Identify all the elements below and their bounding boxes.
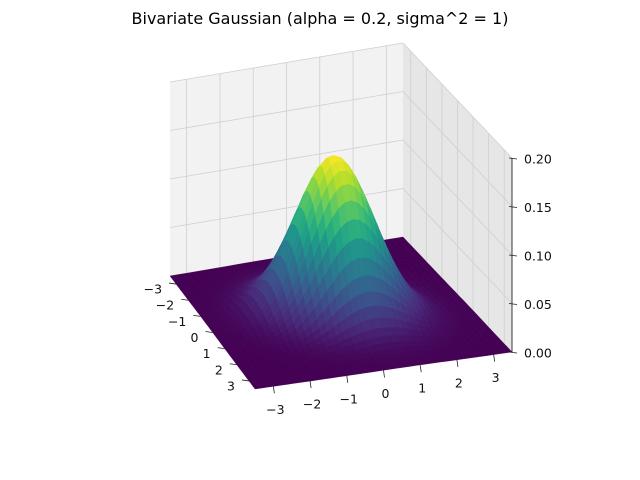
grid-line-z-back bbox=[169, 42, 404, 83]
surface-mesh bbox=[169, 155, 513, 390]
z-tick-mark bbox=[508, 206, 518, 208]
x-tick-label: 2 bbox=[455, 375, 463, 390]
grid-line-z-side bbox=[402, 139, 513, 256]
x-tick-label: 1 bbox=[418, 381, 426, 396]
x-tick-mark bbox=[419, 365, 422, 373]
z-tick-label: 0.20 bbox=[524, 152, 552, 167]
z-tick-mark bbox=[508, 303, 518, 305]
z-tick-label: 0.10 bbox=[524, 249, 552, 264]
y-tick-label: 1 bbox=[203, 346, 211, 361]
z-tick-mark bbox=[508, 254, 518, 257]
y-tick-mark bbox=[193, 314, 201, 317]
x-tick-mark bbox=[346, 375, 349, 383]
grid-line-z-side bbox=[402, 91, 513, 207]
x-tick-mark bbox=[456, 359, 459, 367]
z-tick-label: 0.15 bbox=[524, 200, 552, 215]
x-tick-mark bbox=[493, 354, 496, 362]
z-tick-label: 0.00 bbox=[524, 346, 552, 361]
y-tick-mark bbox=[181, 298, 189, 301]
y-tick-label: 2 bbox=[215, 362, 223, 377]
x-tick-label: 0 bbox=[382, 386, 390, 401]
y-tick-mark bbox=[229, 363, 237, 366]
y-tick-label: −3 bbox=[144, 282, 162, 297]
y-tick-label: 3 bbox=[227, 378, 235, 393]
z-tick-mark bbox=[508, 157, 518, 160]
y-tick-mark bbox=[217, 347, 225, 350]
grid-line-z-side bbox=[402, 188, 513, 304]
x-tick-label: −2 bbox=[303, 397, 321, 412]
x-tick-label: 3 bbox=[492, 370, 500, 385]
x-tick-label: −3 bbox=[266, 402, 284, 417]
y-tick-mark bbox=[169, 282, 177, 285]
x-tick-mark bbox=[383, 370, 385, 378]
x-tick-mark bbox=[272, 386, 275, 394]
z-tick-mark bbox=[508, 351, 518, 354]
grid-line-z-back bbox=[169, 91, 404, 131]
chart-title: Bivariate Gaussian (alpha = 0.2, sigma^2… bbox=[132, 9, 509, 28]
y-tick-label: −2 bbox=[156, 298, 174, 313]
y-tick-label: 0 bbox=[191, 330, 199, 345]
x-tick-mark bbox=[309, 381, 312, 389]
y-tick-mark bbox=[205, 331, 213, 333]
z-tick-label: 0.05 bbox=[524, 297, 552, 312]
x-tick-label: −1 bbox=[340, 391, 358, 406]
grid-line-z-back bbox=[169, 139, 404, 180]
y-tick-label: −1 bbox=[168, 314, 186, 329]
grid-line-z-side bbox=[402, 42, 513, 159]
y-tick-mark bbox=[241, 379, 249, 382]
